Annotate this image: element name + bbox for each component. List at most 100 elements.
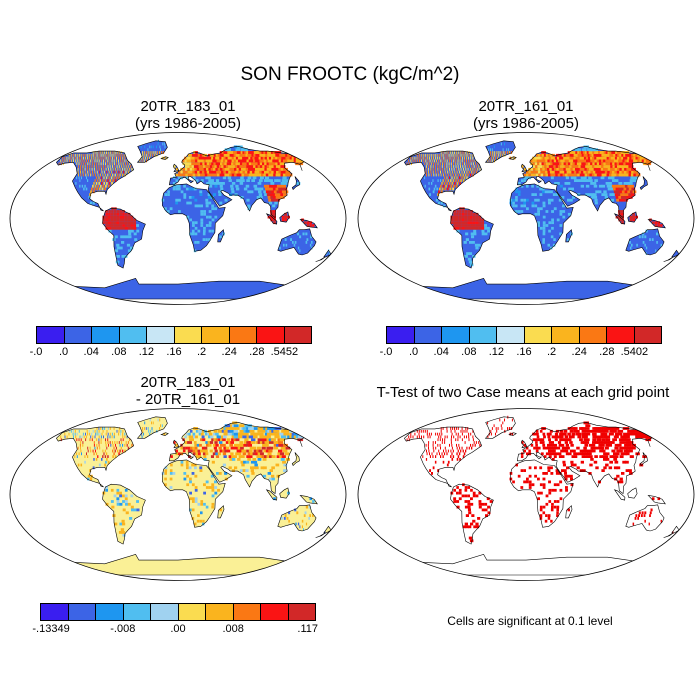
grid-cell xyxy=(621,173,626,177)
colorbar-tick-label: .04 xyxy=(433,346,449,358)
coastline xyxy=(56,426,135,488)
grid-cell xyxy=(613,173,618,177)
grid-cell xyxy=(151,151,153,154)
grid-cell xyxy=(224,173,228,177)
grid-cell xyxy=(583,170,587,174)
grid-cell xyxy=(581,435,586,439)
grid-cell xyxy=(111,156,113,160)
grid-cell xyxy=(93,165,95,168)
grid-cell xyxy=(272,193,276,196)
grid-cell xyxy=(215,432,219,436)
grid-cell xyxy=(268,201,273,205)
grid-cell xyxy=(547,190,551,194)
grid-cell xyxy=(199,469,203,472)
grid-cell xyxy=(178,170,181,174)
grid-cell xyxy=(270,182,275,185)
grid-cell xyxy=(554,443,557,447)
grid-cell xyxy=(561,167,565,171)
grid-cell xyxy=(191,517,195,520)
grid-cell xyxy=(561,153,566,157)
grid-cell xyxy=(631,443,636,447)
grid-cell xyxy=(452,179,455,182)
grid-cell xyxy=(460,179,462,182)
grid-cell xyxy=(539,193,543,196)
grid-cell xyxy=(195,435,198,439)
grid-cell xyxy=(510,427,513,430)
grid-cell xyxy=(164,193,168,196)
grid-cell xyxy=(444,452,446,456)
grid-cell xyxy=(91,167,93,171)
grid-cell xyxy=(428,165,430,168)
grid-cell xyxy=(246,449,251,453)
grid-cell xyxy=(465,427,467,430)
grid-cell xyxy=(101,167,102,171)
grid-cell xyxy=(458,221,462,225)
grid-cell xyxy=(462,179,465,182)
grid-cell xyxy=(206,156,211,160)
grid-cell xyxy=(624,190,629,194)
grid-cell xyxy=(481,218,484,222)
grid-cell xyxy=(493,159,496,163)
grid-cell xyxy=(614,460,619,464)
grid-cell xyxy=(559,184,563,188)
grid-cell xyxy=(87,165,88,168)
grid-cell xyxy=(431,472,433,475)
grid-cell xyxy=(68,429,70,433)
grid-cell xyxy=(205,204,209,208)
grid-cell xyxy=(91,156,93,160)
grid-cell xyxy=(435,156,437,160)
grid-cell xyxy=(584,449,589,453)
grid-cell xyxy=(210,179,214,182)
grid-cell xyxy=(468,162,470,166)
grid-cell xyxy=(613,427,620,430)
grid-cell xyxy=(125,511,129,515)
grid-cell xyxy=(243,187,248,191)
grid-cell xyxy=(124,497,128,501)
grid-cell xyxy=(110,500,114,503)
grid-cell xyxy=(635,215,638,219)
grid-cell xyxy=(470,432,472,436)
grid-cell xyxy=(178,198,181,202)
colorbar-box xyxy=(41,604,69,620)
grid-cell xyxy=(225,441,230,444)
grid-cell xyxy=(464,226,468,230)
grid-cell xyxy=(130,494,134,498)
grid-cell xyxy=(520,210,524,213)
colorbar-box xyxy=(284,327,311,343)
grid-cell xyxy=(87,474,90,478)
grid-cell xyxy=(144,145,146,149)
grid-cell xyxy=(96,151,98,154)
grid-cell xyxy=(461,446,463,450)
grid-cell xyxy=(490,156,492,160)
grid-cell xyxy=(548,455,552,458)
grid-cell xyxy=(258,449,263,453)
grid-cell xyxy=(539,466,543,470)
grid-cell xyxy=(102,455,104,458)
grid-cell xyxy=(209,162,213,166)
grid-cell xyxy=(589,167,593,171)
grid-cell xyxy=(623,187,628,191)
grid-cell xyxy=(223,170,227,174)
grid-cell xyxy=(580,460,584,464)
grid-cell xyxy=(284,215,288,219)
grid-cell xyxy=(564,441,568,444)
grid-cell xyxy=(547,514,551,517)
grid-cell xyxy=(151,145,152,149)
grid-cell xyxy=(241,443,245,447)
grid-cell xyxy=(638,511,641,515)
grid-cell xyxy=(116,491,120,495)
grid-cell xyxy=(568,162,572,166)
grid-cell xyxy=(283,170,288,174)
grid-cell xyxy=(257,452,262,456)
grid-cell xyxy=(451,176,453,180)
grid-cell xyxy=(164,466,168,470)
grid-cell xyxy=(225,427,230,430)
grid-cell xyxy=(204,170,208,174)
grid-cell xyxy=(107,438,109,442)
grid-cell xyxy=(219,449,223,453)
grid-cell xyxy=(87,170,89,174)
grid-cell xyxy=(122,429,124,433)
grid-cell xyxy=(456,221,459,225)
grid-cell xyxy=(100,438,102,442)
grid-cell xyxy=(656,241,658,244)
